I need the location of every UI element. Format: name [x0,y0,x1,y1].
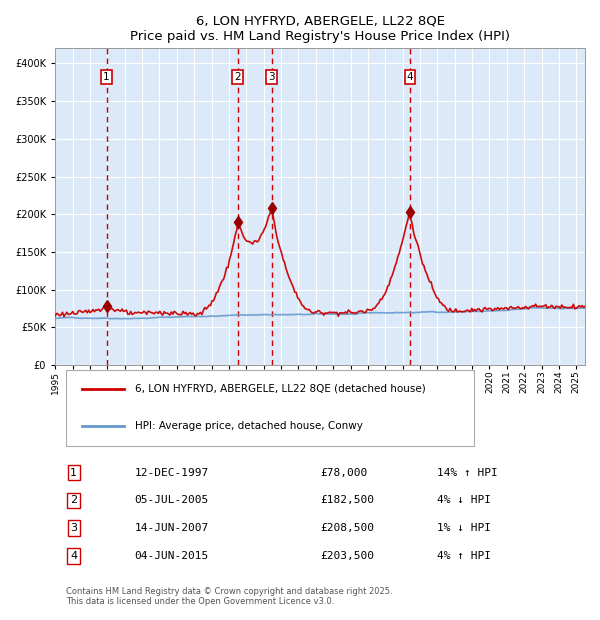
Text: 1% ↓ HPI: 1% ↓ HPI [437,523,491,533]
Text: 4% ↓ HPI: 4% ↓ HPI [437,495,491,505]
Text: £78,000: £78,000 [320,467,367,477]
Text: 3: 3 [70,523,77,533]
Title: 6, LON HYFRYD, ABERGELE, LL22 8QE
Price paid vs. HM Land Registry's House Price : 6, LON HYFRYD, ABERGELE, LL22 8QE Price … [130,15,510,43]
Text: 12-DEC-1997: 12-DEC-1997 [135,467,209,477]
Text: 4: 4 [70,551,77,561]
Text: Contains HM Land Registry data © Crown copyright and database right 2025.
This d: Contains HM Land Registry data © Crown c… [66,587,392,606]
Text: 3: 3 [268,72,275,82]
Text: 2: 2 [235,72,241,82]
Text: 2: 2 [70,495,77,505]
Text: £182,500: £182,500 [320,495,374,505]
Text: 4: 4 [407,72,413,82]
FancyBboxPatch shape [66,370,474,446]
Text: 14% ↑ HPI: 14% ↑ HPI [437,467,497,477]
Text: 04-JUN-2015: 04-JUN-2015 [135,551,209,561]
Text: 05-JUL-2005: 05-JUL-2005 [135,495,209,505]
Text: 1: 1 [103,72,110,82]
Text: 6, LON HYFRYD, ABERGELE, LL22 8QE (detached house): 6, LON HYFRYD, ABERGELE, LL22 8QE (detac… [135,384,425,394]
Text: 14-JUN-2007: 14-JUN-2007 [135,523,209,533]
Text: HPI: Average price, detached house, Conwy: HPI: Average price, detached house, Conw… [135,421,362,431]
Text: 4% ↑ HPI: 4% ↑ HPI [437,551,491,561]
Text: £208,500: £208,500 [320,523,374,533]
Text: £203,500: £203,500 [320,551,374,561]
Text: 1: 1 [70,467,77,477]
